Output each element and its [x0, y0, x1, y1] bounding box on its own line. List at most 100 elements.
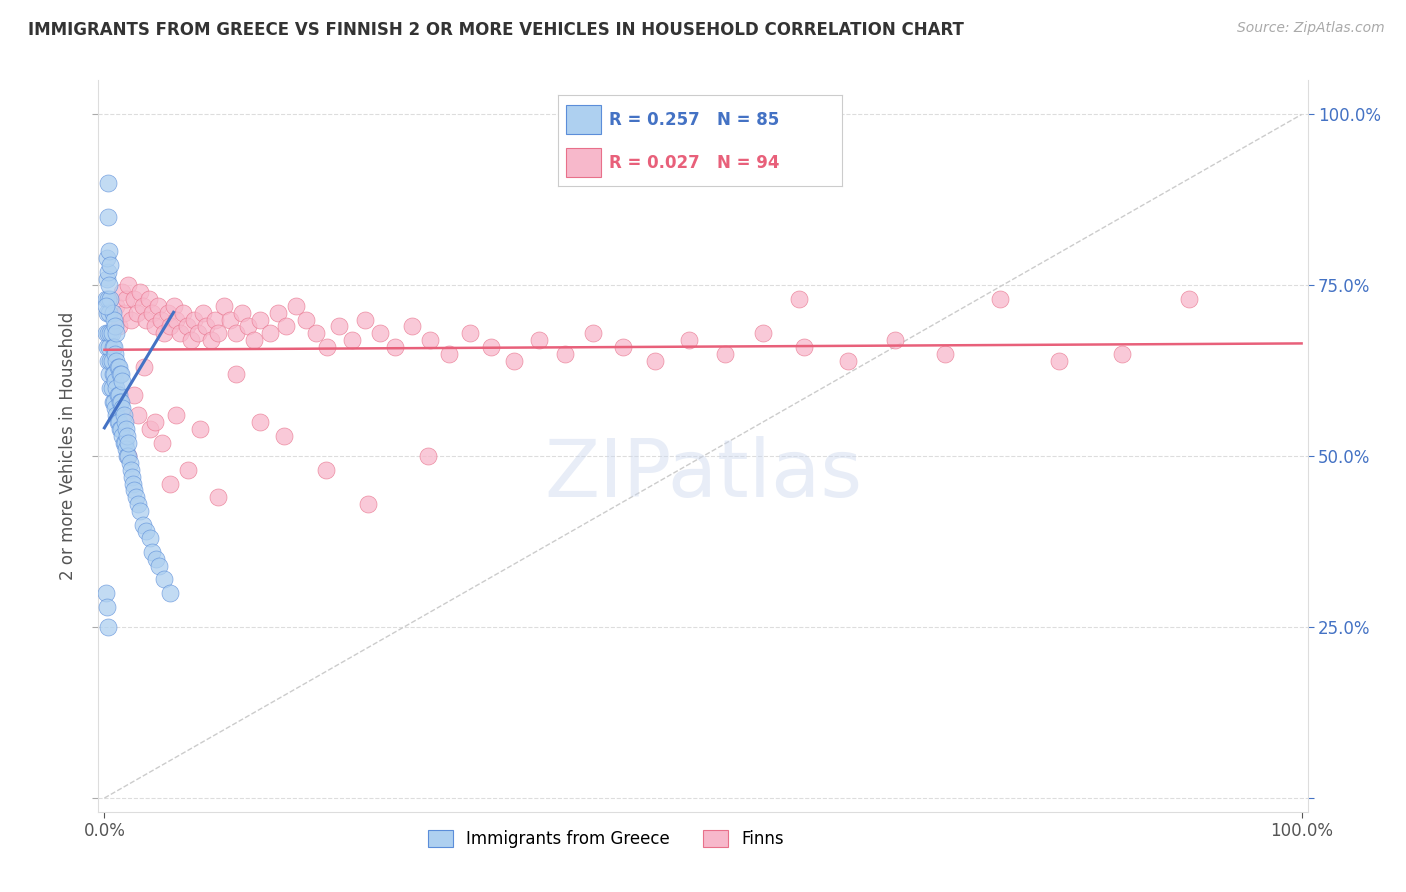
Point — [132, 299, 155, 313]
Point — [527, 333, 550, 347]
Point — [98, 306, 121, 320]
Point — [124, 388, 146, 402]
Point — [159, 476, 181, 491]
Point — [117, 278, 139, 293]
Point — [108, 394, 131, 409]
Point — [132, 360, 155, 375]
Point — [713, 347, 735, 361]
Point — [110, 394, 132, 409]
Point — [149, 312, 172, 326]
Point — [138, 292, 160, 306]
Point — [110, 422, 132, 436]
Point — [129, 285, 152, 300]
Point — [139, 531, 162, 545]
Point — [105, 409, 128, 423]
Point — [249, 415, 271, 429]
Point — [135, 312, 157, 326]
Point — [243, 333, 266, 347]
Point — [793, 340, 815, 354]
Point — [276, 319, 298, 334]
Point — [267, 306, 290, 320]
Point — [180, 333, 202, 347]
Point — [231, 306, 253, 320]
Point — [437, 347, 460, 361]
Point — [96, 599, 118, 614]
Point — [115, 429, 138, 443]
Point — [225, 368, 247, 382]
Point — [98, 278, 121, 293]
Point — [111, 409, 134, 423]
Point — [100, 353, 122, 368]
Point — [165, 409, 187, 423]
Point — [124, 292, 146, 306]
Point — [458, 326, 481, 341]
Point — [94, 292, 117, 306]
Point — [401, 319, 423, 334]
Point — [94, 299, 117, 313]
Point — [100, 258, 122, 272]
Point — [150, 435, 173, 450]
Point — [97, 210, 120, 224]
Point — [103, 368, 125, 382]
Point — [328, 319, 350, 334]
Point — [97, 265, 120, 279]
Point — [219, 312, 242, 326]
Point — [118, 456, 141, 470]
Point — [94, 326, 117, 341]
Point — [259, 326, 281, 341]
Point — [114, 435, 136, 450]
Point — [169, 326, 191, 341]
Point — [112, 409, 135, 423]
Point — [316, 340, 339, 354]
Point — [129, 504, 152, 518]
Point — [104, 374, 127, 388]
Point — [153, 326, 176, 341]
Point — [124, 483, 146, 498]
Point — [111, 401, 134, 416]
Point — [117, 435, 139, 450]
Point — [148, 299, 170, 313]
Point — [103, 312, 125, 326]
Point — [195, 319, 218, 334]
Point — [145, 551, 167, 566]
Point — [107, 415, 129, 429]
Point — [294, 312, 316, 326]
Point — [108, 368, 131, 382]
Point — [100, 326, 122, 341]
Point — [105, 353, 128, 368]
Point — [172, 306, 194, 320]
Point — [354, 312, 377, 326]
Point — [107, 319, 129, 334]
Point — [98, 368, 121, 382]
Point — [1047, 353, 1070, 368]
Point — [837, 353, 859, 368]
Point — [97, 353, 120, 368]
Point — [200, 333, 222, 347]
Point — [273, 429, 295, 443]
Point — [191, 306, 214, 320]
Point — [103, 394, 125, 409]
Point — [110, 368, 132, 382]
Point — [236, 319, 259, 334]
Point — [153, 572, 176, 586]
Point — [165, 312, 187, 326]
Point — [105, 381, 128, 395]
Point — [100, 353, 122, 368]
Point — [98, 244, 121, 259]
Point — [139, 422, 162, 436]
Point — [114, 415, 136, 429]
Point — [100, 381, 122, 395]
Point — [419, 333, 441, 347]
Point — [1111, 347, 1133, 361]
Point — [97, 176, 120, 190]
Point — [368, 326, 391, 341]
Point — [582, 326, 605, 341]
Point — [104, 319, 127, 334]
Point — [207, 326, 229, 341]
Point — [96, 271, 118, 285]
Point — [141, 545, 163, 559]
Point — [678, 333, 700, 347]
Point — [124, 490, 146, 504]
Point — [752, 326, 775, 341]
Text: IMMIGRANTS FROM GREECE VS FINNISH 2 OR MORE VEHICLES IN HOUSEHOLD CORRELATION CH: IMMIGRANTS FROM GREECE VS FINNISH 2 OR M… — [28, 21, 965, 38]
